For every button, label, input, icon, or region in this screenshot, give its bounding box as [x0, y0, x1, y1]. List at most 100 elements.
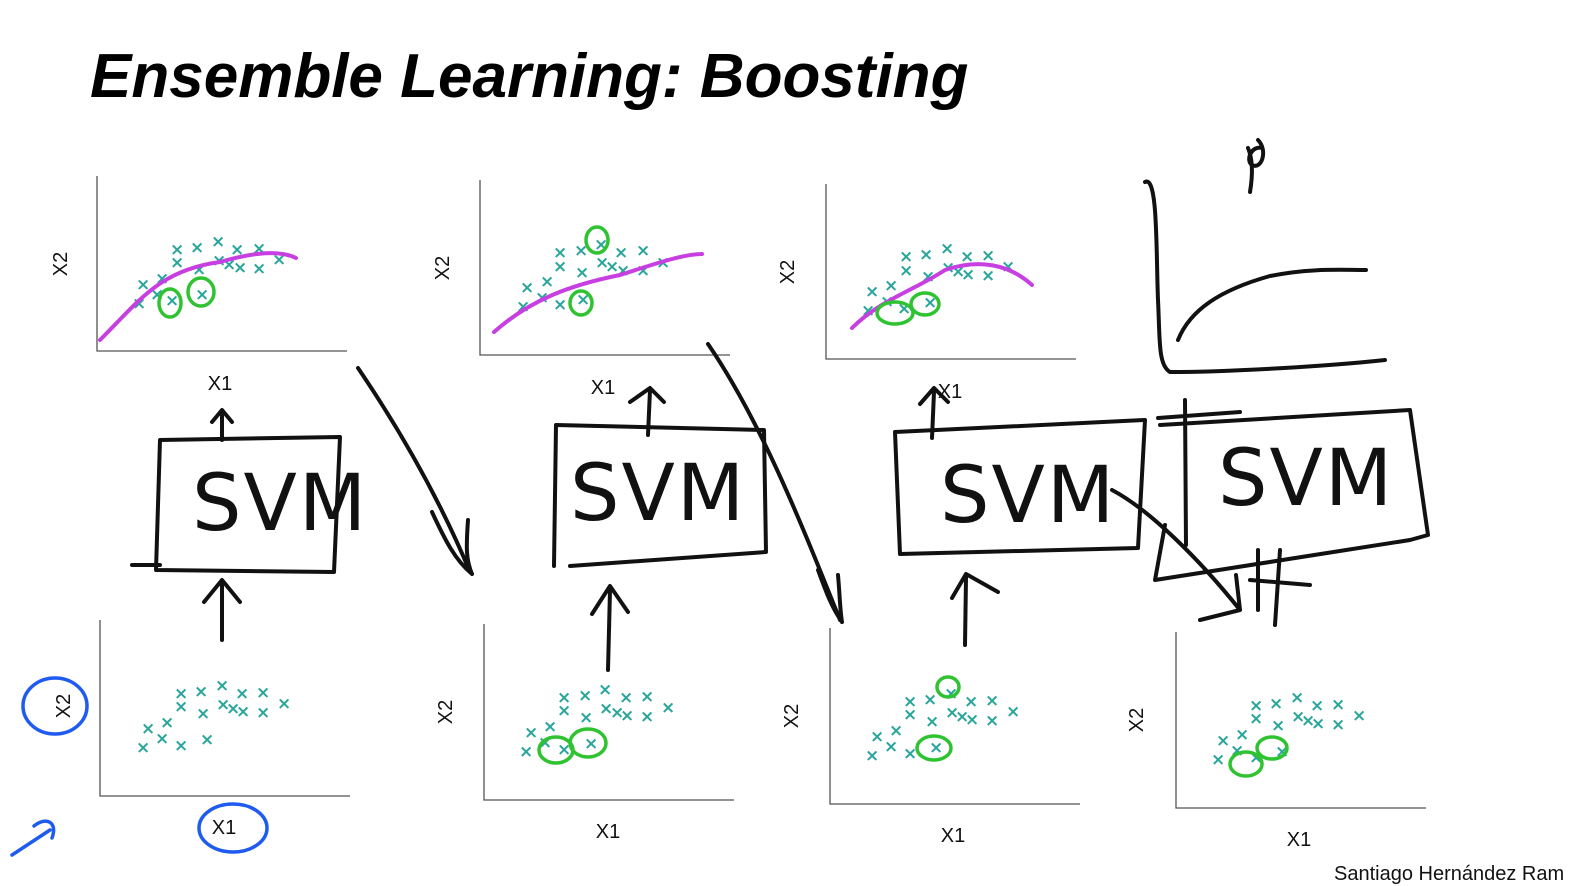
svg-text:×: ×: [557, 701, 571, 721]
svg-text:×: ×: [256, 703, 270, 723]
svg-text:×: ×: [923, 293, 937, 313]
svg-text:×: ×: [519, 742, 533, 762]
svg-text:×: ×: [985, 711, 999, 731]
svg-text:×: ×: [226, 699, 240, 719]
weighted-highlight: [1228, 750, 1264, 778]
x-axis-label: X1: [208, 373, 232, 395]
svm-model-1: SVM: [130, 408, 368, 642]
svg-text:×: ×: [865, 746, 879, 766]
svg-text:×: ×: [165, 291, 179, 311]
x-axis-label: X1: [596, 821, 620, 843]
svg-text:×: ×: [610, 703, 624, 723]
svg-text:×: ×: [236, 702, 250, 722]
svg-text:×: ×: [256, 683, 270, 703]
axes-frame: [99, 620, 350, 797]
svg-text:×: ×: [194, 682, 208, 702]
svg-text:×: ×: [215, 676, 229, 696]
svg-text:×: ×: [136, 738, 150, 758]
svm-model-2: SVM: [552, 386, 768, 672]
y-axis-label: X2: [50, 252, 72, 276]
svm-label: SVM: [1218, 434, 1394, 524]
svg-text:×: ×: [614, 243, 628, 263]
svg-text:×: ×: [200, 730, 214, 750]
svg-text:×: ×: [884, 276, 898, 296]
axes-frame: [483, 624, 734, 801]
svg-text:×: ×: [174, 736, 188, 756]
author-credit: Santiago Hernández Ram: [1334, 863, 1564, 885]
misclassified-highlight: [909, 291, 941, 317]
svg-text:×: ×: [903, 692, 917, 712]
svg-text:×: ×: [557, 740, 571, 760]
annotation-circle: [197, 802, 269, 854]
misclassified-highlight: [584, 225, 610, 255]
up-arrow: [950, 572, 1000, 647]
svg-text:×: ×: [919, 245, 933, 265]
svg-text:×: ×: [579, 708, 593, 728]
svg-text:×: ×: [174, 697, 188, 717]
svg-text:×: ×: [944, 684, 958, 704]
svg-text:×: ×: [1249, 696, 1263, 716]
svg-text:×: ×: [955, 707, 969, 727]
svg-text:×: ×: [1301, 711, 1315, 731]
svm-label: SVM: [570, 449, 746, 539]
data-points: × × × × ×× × ×× × × × × ×× × × ×: [865, 684, 1020, 766]
up-arrow: [918, 386, 950, 440]
svg-text:×: ×: [1311, 714, 1325, 734]
svg-text:×: ×: [940, 239, 954, 259]
svg-text:×: ×: [865, 282, 879, 302]
svg-text:×: ×: [1331, 715, 1345, 735]
svg-text:×: ×: [195, 285, 209, 305]
svg-text:×: ×: [981, 266, 995, 286]
svg-text:×: ×: [170, 240, 184, 260]
svg-text:×: ×: [636, 241, 650, 261]
bottom-plot-3: X1 X2 × × × × ×× × ×× × × × × ×× × × ×: [781, 628, 1080, 847]
svg-text:×: ×: [1216, 731, 1230, 751]
svg-text:×: ×: [1235, 725, 1249, 745]
svg-text:×: ×: [884, 737, 898, 757]
axes-frame: [479, 180, 730, 356]
svg-text:×: ×: [598, 680, 612, 700]
svg-text:×: ×: [1271, 716, 1285, 736]
svm-label: SVM: [192, 459, 368, 549]
svg-text:×: ×: [960, 247, 974, 267]
up-arrow: [628, 386, 666, 437]
decision-boundary: [98, 251, 298, 342]
svg-text:×: ×: [981, 246, 995, 266]
svm-model-3: SVM: [893, 386, 1147, 647]
svg-text:×: ×: [964, 692, 978, 712]
svg-text:×: ×: [1290, 688, 1304, 708]
y-axis-label: X2: [435, 700, 457, 724]
svg-text:×: ×: [141, 719, 155, 739]
svg-text:×: ×: [155, 729, 169, 749]
sketch-axes: [1143, 179, 1387, 374]
data-points: × × × × ×× × ×× × × × × ×× × × ×: [519, 680, 675, 762]
svg-text:×: ×: [870, 727, 884, 747]
svg-text:×: ×: [543, 717, 557, 737]
svm-box: [1153, 398, 1430, 582]
svg-text:×: ×: [540, 272, 554, 292]
svg-text:×: ×: [520, 278, 534, 298]
svg-text:×: ×: [605, 257, 619, 277]
svg-text:×: ×: [965, 710, 979, 730]
svg-text:×: ×: [170, 253, 184, 273]
bottom-plot-4: X1 X2 × × × × ×× × ×× × × × × ×× × × ×: [1126, 632, 1426, 851]
svg-text:×: ×: [929, 738, 943, 758]
axes-frame: [96, 176, 347, 352]
svg-text:×: ×: [640, 707, 654, 727]
svg-text:×: ×: [1352, 706, 1366, 726]
svg-text:×: ×: [899, 247, 913, 267]
x-axis-label: X1: [591, 377, 615, 399]
top-plot-1: X1 X2 × × × × ×× × ×× × × × × ×× × × ×: [50, 176, 347, 395]
annotation-arrow: [10, 819, 56, 857]
up-arrow: [210, 408, 234, 442]
svg-text:×: ×: [136, 275, 150, 295]
svg-text:×: ×: [661, 698, 675, 718]
flow-arrow: [706, 342, 844, 624]
svg-text:×: ×: [899, 261, 913, 281]
svg-text:×: ×: [1310, 696, 1324, 716]
svg-text:×: ×: [578, 686, 592, 706]
svg-text:×: ×: [1291, 707, 1305, 727]
svg-text:×: ×: [595, 253, 609, 273]
svg-text:×: ×: [961, 265, 975, 285]
sketch-axis-mark: [1246, 138, 1266, 194]
